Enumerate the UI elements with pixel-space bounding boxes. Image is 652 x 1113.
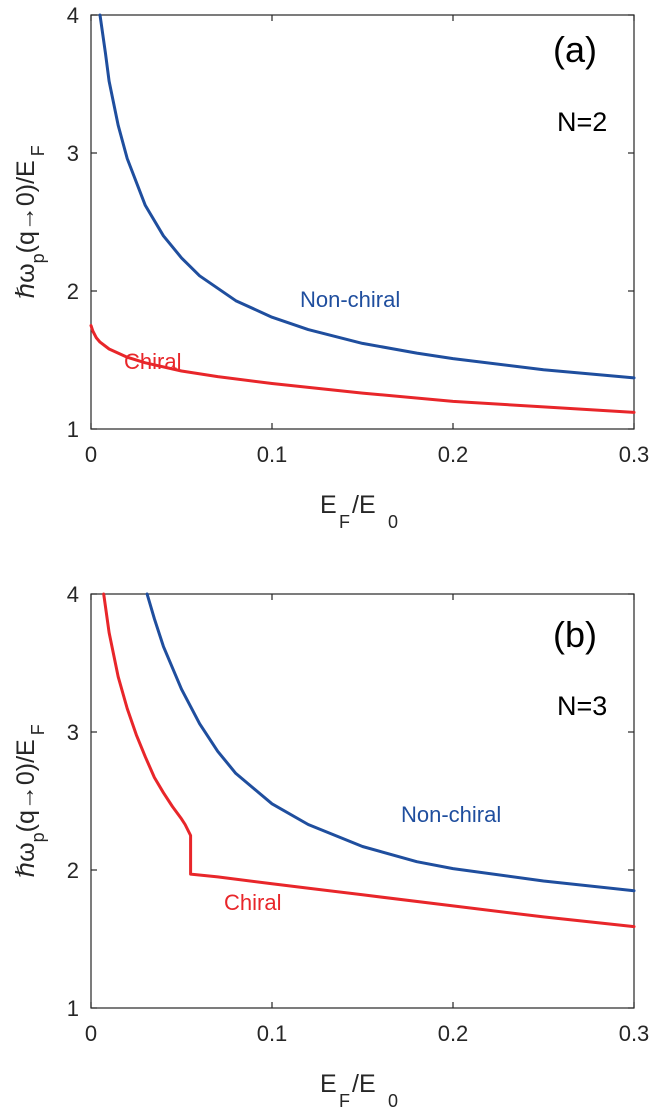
y-tick-label: 3 [67, 720, 79, 745]
series-label-chiral: Chiral [224, 890, 281, 915]
svg-text:ℏωp(q→0)/EF: ℏωp(q→0)/EF [12, 724, 48, 877]
x-axis-label: E F /E 0 [320, 491, 398, 532]
series-line-chiral [102, 592, 636, 929]
x-tick-label: 0.2 [438, 1021, 469, 1046]
y-tick-label: 1 [67, 417, 79, 442]
y-tick-label: 2 [67, 279, 79, 304]
y-tick-label: 2 [67, 858, 79, 883]
plot-frame [90, 14, 635, 430]
series-label-non-chiral: Non-chiral [300, 287, 400, 312]
n-annotation: N=3 [557, 691, 607, 721]
y-tick-label: 4 [67, 582, 79, 607]
n-annotation: N=2 [557, 107, 607, 137]
svg-text:0: 0 [388, 1091, 398, 1111]
series-line-non-chiral [145, 592, 636, 893]
svg-text:/E: /E [352, 1070, 376, 1098]
svg-text:ℏωp(q→0)/EF: ℏωp(q→0)/EF [12, 145, 48, 298]
x-tick-label: 0 [85, 442, 97, 467]
series-line-non-chiral [98, 13, 636, 380]
axis-ticks: 0 0.1 0.2 0.3 1 2 3 4 [67, 3, 650, 467]
x-tick-label: 0.1 [257, 1021, 288, 1046]
x-tick-label: 0.2 [438, 442, 469, 467]
x-axis-label: E F /E 0 [320, 1070, 398, 1111]
series-line-chiral [89, 324, 636, 414]
y-tick-label: 3 [67, 141, 79, 166]
svg-text:E: E [320, 491, 337, 519]
svg-text:/E: /E [352, 491, 376, 519]
y-tick-label: 1 [67, 996, 79, 1021]
x-tick-label: 0 [85, 1021, 97, 1046]
plot-frame [90, 593, 635, 1009]
svg-text:0: 0 [388, 512, 398, 532]
chart-panel-b: 0 0.1 0.2 0.3 1 2 3 4 (b) N=3 Non-chiral Chiral… [12, 582, 649, 1111]
data-lines [89, 13, 636, 414]
x-tick-label: 0.1 [257, 442, 288, 467]
x-tick-label: 0.3 [619, 1021, 650, 1046]
svg-text:F: F [339, 512, 350, 532]
y-axis-label: ℏωp(q→0)/EF [12, 145, 48, 298]
series-label-chiral: Chiral [124, 349, 181, 374]
x-tick-label: 0.3 [619, 442, 650, 467]
series-label-non-chiral: Non-chiral [401, 802, 501, 827]
svg-text:E: E [320, 1070, 337, 1098]
y-axis-label: ℏωp(q→0)/EF [12, 724, 48, 877]
svg-text:F: F [339, 1091, 350, 1111]
data-lines [102, 592, 636, 929]
y-tick-label: 4 [67, 3, 79, 28]
panel-label: (a) [553, 29, 597, 70]
chart-panel-a: 0 0.1 0.2 0.3 1 2 3 4 (a) N=2 Non-chiral Chiral… [12, 3, 649, 532]
panel-label: (b) [553, 614, 597, 655]
axis-ticks: 0 0.1 0.2 0.3 1 2 3 4 [67, 582, 650, 1046]
